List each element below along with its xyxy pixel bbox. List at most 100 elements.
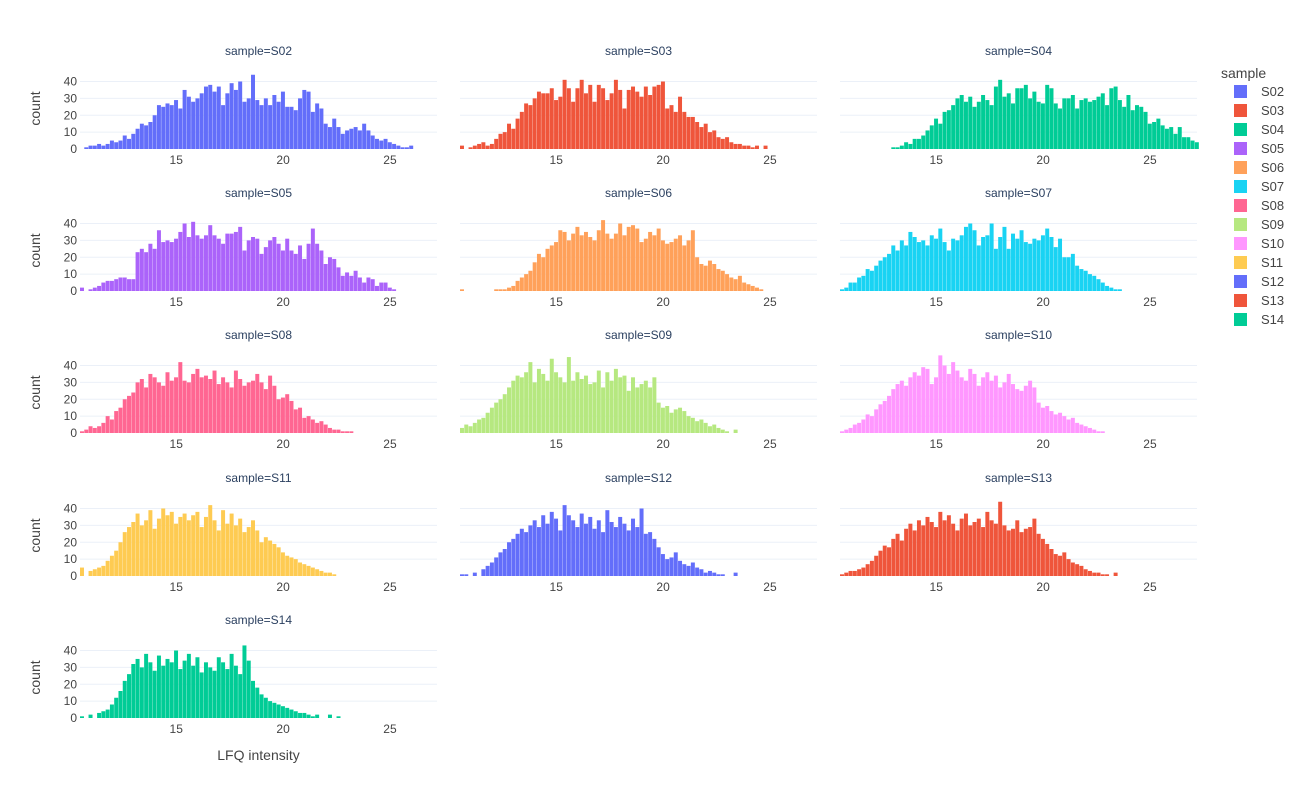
histogram-bar <box>1062 416 1067 433</box>
histogram-bar <box>1045 543 1050 576</box>
facet-title: sample=S13 <box>985 471 1052 485</box>
histogram-bar <box>566 88 571 149</box>
legend-item-s13[interactable]: S13 <box>1222 291 1292 310</box>
histogram-bar <box>686 116 691 149</box>
histogram-bar <box>225 382 230 433</box>
histogram-bar <box>946 515 951 576</box>
legend-label: S13 <box>1261 293 1285 308</box>
histogram-bar <box>246 660 251 718</box>
histogram-bar <box>545 523 550 576</box>
histogram-bar <box>306 416 311 433</box>
histogram-bar <box>203 86 208 149</box>
y-tick-label: 40 <box>64 644 78 658</box>
histogram-bar <box>105 280 110 291</box>
histogram-bar <box>293 253 298 291</box>
histogram-bar <box>554 372 559 433</box>
histogram-bar <box>118 542 123 576</box>
histogram-bar <box>1100 282 1105 291</box>
histogram-bar <box>716 427 721 433</box>
histogram-bar <box>1079 424 1084 433</box>
histogram-bar <box>549 245 554 291</box>
histogram-bar <box>682 411 687 433</box>
legend-item-s03[interactable]: S03 <box>1222 101 1292 120</box>
histogram-bar <box>605 100 610 149</box>
legend-swatch <box>1234 142 1247 155</box>
histogram-bar <box>899 380 904 433</box>
histogram-bar <box>1006 373 1011 433</box>
histogram-bar <box>891 147 896 149</box>
histogram-bar <box>122 135 127 149</box>
histogram-bar <box>345 431 350 433</box>
legend-item-s09[interactable]: S09 <box>1222 215 1292 234</box>
histogram-bar <box>118 277 123 291</box>
histogram-bar <box>511 285 516 291</box>
histogram-bar <box>195 511 200 576</box>
histogram-bar <box>925 245 930 291</box>
y-axis-title: count <box>27 375 43 409</box>
y-tick-label: 40 <box>64 75 78 89</box>
legend-item-s10[interactable]: S10 <box>1222 234 1292 253</box>
facet-title: sample=S07 <box>985 186 1052 200</box>
histogram-bar <box>669 557 674 576</box>
histogram-bar <box>203 516 208 576</box>
histogram-bar <box>1117 100 1122 149</box>
histogram-bar <box>105 709 110 718</box>
histogram-bar <box>221 510 226 576</box>
histogram-bar <box>148 510 153 576</box>
histogram-bar <box>336 267 341 291</box>
x-tick-label: 25 <box>763 295 777 309</box>
histogram-bar <box>857 277 862 291</box>
histogram-bar <box>105 416 110 433</box>
histogram-bar <box>993 248 998 291</box>
histogram-bar <box>152 115 157 149</box>
histogram-bar <box>323 123 328 149</box>
histogram-bar <box>118 140 123 149</box>
legend-item-s07[interactable]: S07 <box>1222 177 1292 196</box>
legend-item-s08[interactable]: S08 <box>1222 196 1292 215</box>
histogram-bar <box>882 257 887 291</box>
histogram-bar <box>1062 257 1067 291</box>
histogram-bar <box>1075 265 1080 291</box>
legend-item-s05[interactable]: S05 <box>1222 139 1292 158</box>
histogram-bar <box>148 662 153 718</box>
histogram-bar <box>472 145 477 149</box>
legend-item-s02[interactable]: S02 <box>1222 82 1292 101</box>
x-tick-label: 25 <box>1143 295 1157 309</box>
histogram-bar <box>1070 417 1075 433</box>
histogram-bar <box>951 362 956 433</box>
histogram-bar <box>678 235 683 291</box>
histogram-bar <box>541 93 546 149</box>
histogram-bar <box>1032 238 1037 291</box>
x-tick-label: 20 <box>1036 295 1050 309</box>
legend-item-s11[interactable]: S11 <box>1222 253 1292 272</box>
legend-item-s14[interactable]: S14 <box>1222 310 1292 329</box>
histogram-bar <box>699 569 704 576</box>
histogram-bar <box>1019 532 1024 576</box>
histogram-bar <box>622 108 627 149</box>
histogram-bar <box>848 427 853 433</box>
histogram-bar <box>1087 570 1092 576</box>
histogram-bar <box>571 380 576 433</box>
facet-title: sample=S03 <box>605 44 672 58</box>
histogram-bar <box>622 375 627 433</box>
legend-label: S03 <box>1261 103 1285 118</box>
legend-item-s12[interactable]: S12 <box>1222 272 1292 291</box>
histogram-bar <box>985 511 990 576</box>
histogram-bar <box>298 712 303 718</box>
x-tick-label: 25 <box>383 153 397 167</box>
histogram-bar <box>1087 427 1092 433</box>
histogram-bar <box>874 409 879 433</box>
histogram-bar <box>139 248 144 291</box>
facet-title: sample=S02 <box>225 44 292 58</box>
histogram-bar <box>869 416 874 433</box>
histogram-bar <box>631 86 635 149</box>
histogram-bar <box>558 96 563 149</box>
histogram-bar <box>579 79 584 149</box>
legend-item-s04[interactable]: S04 <box>1222 120 1292 139</box>
histogram-bar <box>101 282 106 291</box>
histogram-bar <box>554 242 559 291</box>
histogram-bar <box>174 523 179 576</box>
legend-item-s06[interactable]: S06 <box>1222 158 1292 177</box>
histogram-bar <box>161 665 166 718</box>
histogram-bar <box>852 570 857 576</box>
